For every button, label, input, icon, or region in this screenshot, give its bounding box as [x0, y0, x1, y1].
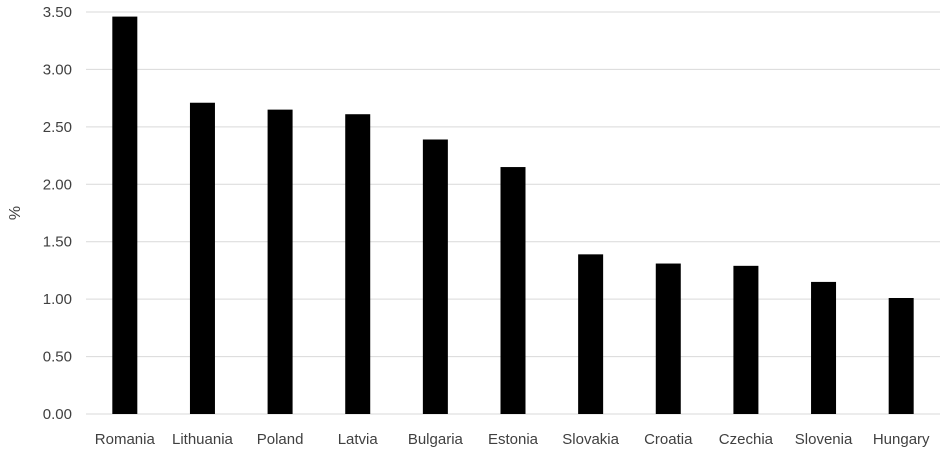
x-tick-label: Hungary: [873, 431, 930, 448]
bar-slovakia: [578, 254, 604, 414]
x-tick-label: Bulgaria: [408, 431, 464, 448]
y-tick-label: 3.00: [43, 61, 72, 78]
bar-romania: [112, 16, 138, 414]
bar-hungary: [888, 297, 914, 414]
x-tick-label: Romania: [95, 431, 156, 448]
x-tick-label: Slovenia: [795, 431, 853, 448]
bars: [112, 16, 914, 415]
bar-poland: [267, 109, 293, 414]
x-tick-label: Latvia: [338, 431, 379, 448]
x-tick-label: Poland: [257, 431, 304, 448]
bar-slovenia: [811, 281, 837, 414]
bar-bulgaria: [422, 139, 448, 414]
y-tick-label: 2.00: [43, 176, 72, 193]
x-tick-label: Lithuania: [172, 431, 234, 448]
bar-czechia: [733, 265, 759, 414]
bar-lithuania: [189, 102, 215, 414]
x-tick-label: Slovakia: [562, 431, 619, 448]
x-tick-label: Czechia: [719, 431, 774, 448]
x-tick-label: Croatia: [644, 431, 693, 448]
x-tick-label: Estonia: [488, 431, 539, 448]
y-tick-label: 1.00: [43, 291, 72, 308]
y-axis-title: %: [7, 206, 24, 220]
y-tick-label: 0.00: [43, 406, 72, 423]
y-tick-label: 1.50: [43, 234, 72, 251]
bar-latvia: [345, 114, 371, 415]
y-tick-label: 3.50: [43, 4, 72, 21]
bar-estonia: [500, 167, 526, 414]
y-tick-label: 0.50: [43, 349, 72, 366]
x-axis-ticks: Romania Lithuania Poland Latvia Bulgaria Esto…: [95, 431, 930, 448]
bar-croatia: [655, 263, 681, 414]
y-axis-ticks: 0.00 0.50 1.00 1.50 2.00 2.50 3.00 3.50: [43, 4, 72, 423]
y-tick-label: 2.50: [43, 119, 72, 136]
